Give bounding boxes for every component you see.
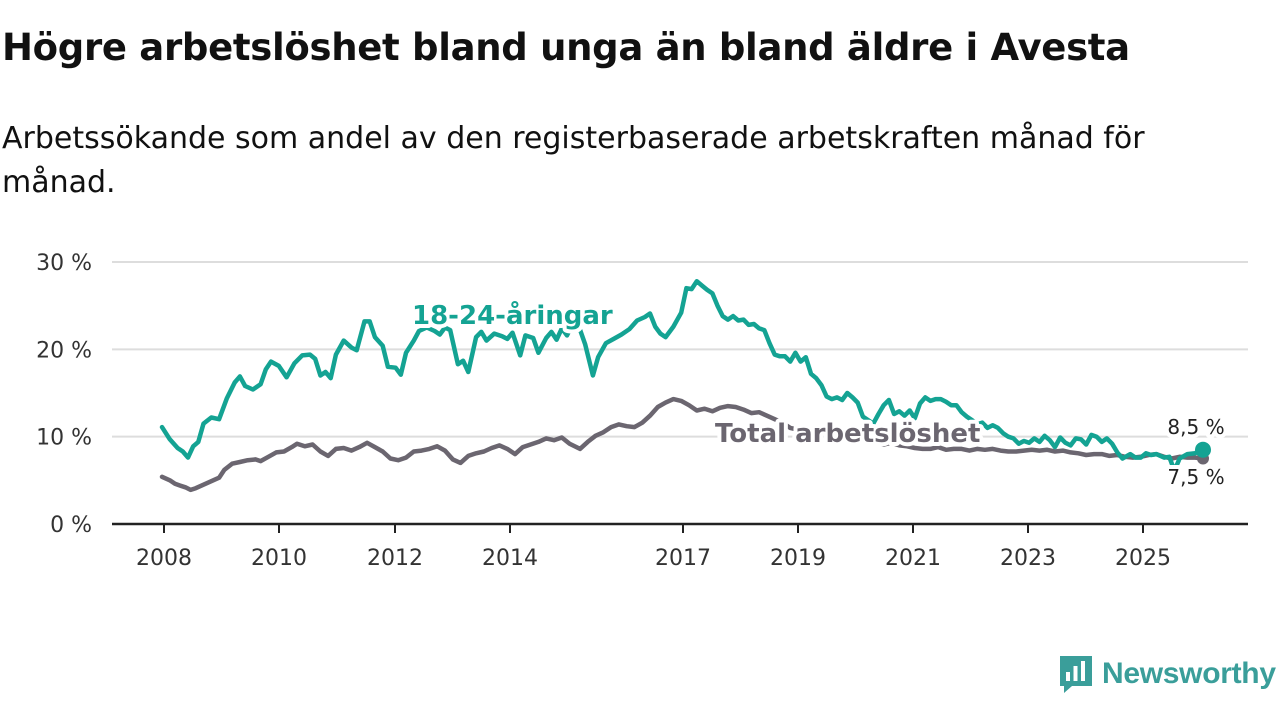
y-tick-label: 30 % xyxy=(36,251,92,276)
series-label-total-halo: Total arbetslöshet xyxy=(715,419,980,449)
y-tick-label: 0 % xyxy=(50,513,92,538)
x-tick-label: 2008 xyxy=(136,546,192,571)
brand-name: Newsworthy xyxy=(1102,657,1276,690)
newsworthy-logo: Newsworthy xyxy=(1058,654,1276,694)
x-tick-label: 2025 xyxy=(1115,546,1171,571)
series-label-total: Total arbetslöshet xyxy=(715,419,980,449)
end-value-total: 7,5 % xyxy=(1167,465,1224,489)
chart-title: Högre arbetslöshet bland unga än bland ä… xyxy=(2,26,1130,69)
x-tick-label: 2023 xyxy=(1000,546,1056,571)
series-label-youth: 18-24-åringar xyxy=(412,299,613,331)
x-tick-label: 2017 xyxy=(655,546,711,571)
chart-subtitle: Arbetssökande som andel av den registerb… xyxy=(2,121,1145,200)
x-tick-label: 2012 xyxy=(367,546,423,571)
y-tick-label: 10 % xyxy=(36,426,92,451)
series-lines xyxy=(159,278,1211,493)
y-axis-ticks: 0 % 10 % 20 % 30 % xyxy=(36,251,92,538)
end-value-total-halo: 7,5 % xyxy=(1167,465,1224,489)
series-line-0 xyxy=(159,278,1206,473)
bar-chart-logo-icon xyxy=(1060,656,1092,693)
y-gridlines xyxy=(112,261,1248,438)
x-tick-label: 2019 xyxy=(770,546,826,571)
series-endpoint-0 xyxy=(1195,441,1211,458)
x-tick-label: 2021 xyxy=(885,546,941,571)
series-label-youth-halo: 18-24-åringar xyxy=(412,299,613,331)
series-line-1 xyxy=(159,396,1206,493)
x-tick-label: 2010 xyxy=(251,546,307,571)
end-value-youth: 8,5 % xyxy=(1167,415,1224,439)
x-tick-label: 2014 xyxy=(482,546,538,571)
x-axis-ticks: 2008 2010 2012 2014 2017 2019 2021 2023 2025 xyxy=(136,524,1171,571)
y-tick-label: 20 % xyxy=(36,338,92,363)
end-value-youth-halo: 8,5 % xyxy=(1167,415,1224,439)
line-chart: 0 % 10 % 20 % 30 % 2008 2010 2012 2014 2017 2019… xyxy=(36,251,1248,571)
